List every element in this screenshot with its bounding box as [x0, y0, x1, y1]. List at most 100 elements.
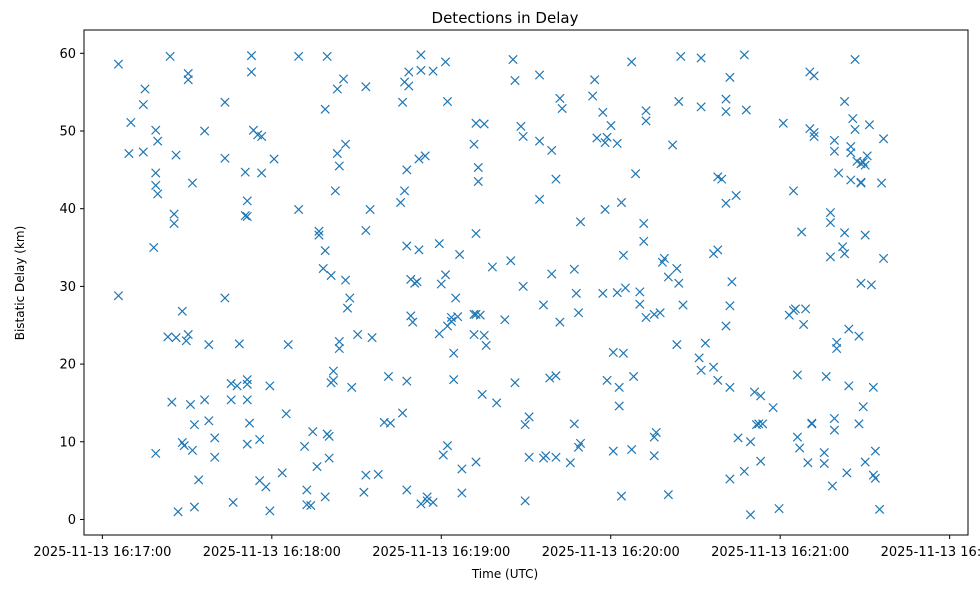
data-point: [177, 306, 187, 316]
data-point: [612, 138, 622, 149]
data-point: [183, 68, 193, 79]
data-point: [187, 445, 198, 455]
data-point: [850, 54, 860, 65]
data-point: [302, 485, 312, 495]
data-point: [422, 496, 432, 506]
data-point: [516, 121, 526, 131]
y-axis-ticks: 0 10 20 30 40 50 60: [59, 47, 84, 528]
data-point: [428, 66, 438, 76]
data-point: [171, 150, 181, 160]
data-point: [342, 303, 353, 313]
x-tick-label: 2025-11-13 16:18:00: [203, 545, 341, 560]
y-tick-label: 60: [59, 47, 76, 62]
data-point: [854, 331, 864, 341]
data-point: [340, 139, 351, 149]
data-point: [739, 50, 749, 60]
data-point: [449, 374, 459, 385]
data-point: [672, 263, 682, 274]
data-point: [383, 371, 394, 382]
data-point: [457, 464, 467, 474]
data-point: [868, 382, 879, 393]
data-point: [598, 107, 608, 117]
data-point: [345, 293, 355, 303]
data-point: [308, 427, 318, 437]
data-point: [592, 133, 602, 143]
data-point: [598, 288, 608, 299]
data-point: [204, 340, 214, 350]
data-point: [113, 291, 124, 301]
data-point: [696, 102, 706, 112]
data-point: [667, 140, 678, 150]
data-point: [124, 148, 134, 159]
data-point: [281, 409, 291, 419]
data-point: [819, 448, 829, 458]
data-point: [837, 242, 848, 252]
data-point: [183, 329, 193, 340]
data-point: [257, 131, 267, 142]
data-point: [167, 397, 177, 407]
data-point: [534, 194, 545, 204]
data-point: [113, 59, 124, 69]
data-point: [713, 245, 723, 255]
data-point: [725, 382, 735, 393]
data-point: [557, 103, 567, 114]
data-point: [506, 256, 516, 266]
data-point: [733, 433, 743, 443]
data-point: [220, 293, 230, 303]
data-point: [399, 186, 410, 196]
data-point: [866, 280, 877, 290]
data-point: [204, 416, 214, 426]
data-point: [848, 113, 858, 124]
data-point: [862, 151, 872, 161]
data-point: [778, 118, 788, 128]
data-point: [140, 84, 150, 94]
data-point: [442, 96, 453, 107]
data-point: [649, 309, 659, 319]
data-point: [283, 340, 293, 350]
data-point: [185, 399, 196, 410]
data-point: [870, 446, 880, 456]
x-tick-label: 2025-11-13 16:20:00: [542, 545, 680, 560]
data-point: [404, 81, 414, 91]
x-axis-ticks: 2025-11-13 16:17:00 2025-11-13 16:18:00 20…: [33, 535, 980, 560]
data-point: [614, 382, 624, 393]
data-point: [163, 332, 173, 342]
data-point: [479, 330, 489, 340]
data-point: [551, 452, 561, 462]
data-point: [641, 106, 651, 116]
data-point: [649, 432, 659, 442]
plot-frame: [83, 29, 969, 536]
data-point: [220, 153, 230, 163]
data-point: [608, 446, 618, 456]
data-point: [151, 180, 161, 191]
data-point: [242, 374, 252, 385]
data-point: [226, 378, 236, 389]
data-point: [700, 338, 710, 348]
data-point: [385, 418, 396, 428]
data-point: [575, 438, 586, 448]
data-point: [555, 93, 565, 103]
data-point: [471, 228, 481, 239]
data-point: [864, 120, 875, 130]
data-point: [839, 96, 850, 107]
data-point: [571, 288, 581, 299]
data-point: [269, 154, 279, 164]
data-point: [663, 489, 673, 500]
data-point: [242, 196, 252, 206]
data-point: [839, 228, 850, 238]
data-point: [790, 304, 801, 314]
data-point: [404, 67, 414, 77]
data-point: [844, 324, 854, 334]
data-point: [676, 51, 686, 62]
data-point: [725, 474, 735, 484]
data-point: [606, 120, 616, 131]
data-point: [481, 340, 491, 351]
data-point: [242, 439, 252, 449]
data-point: [860, 457, 870, 467]
data-point: [324, 431, 334, 441]
data-point: [189, 420, 200, 430]
x-tick-label: 2025-11-13 16:22:00: [881, 545, 980, 560]
data-point: [518, 131, 528, 142]
data-point: [829, 413, 840, 424]
